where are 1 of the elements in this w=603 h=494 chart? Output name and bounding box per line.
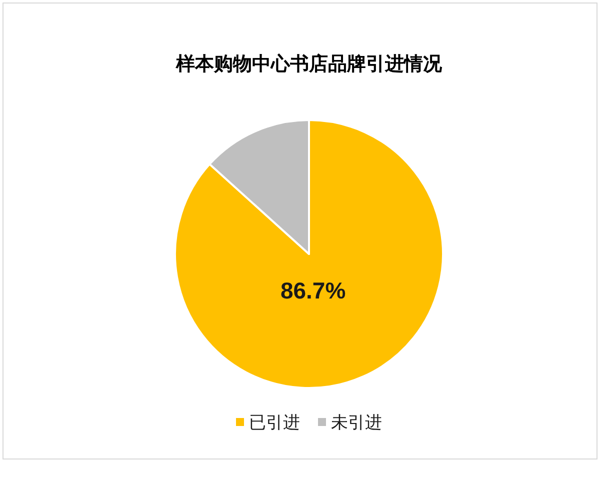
title: 样本购物中心书店品牌引进情况 <box>176 54 442 75</box>
